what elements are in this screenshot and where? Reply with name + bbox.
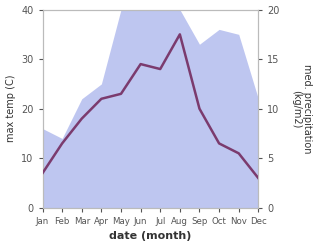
X-axis label: date (month): date (month) xyxy=(109,231,192,242)
Y-axis label: max temp (C): max temp (C) xyxy=(5,75,16,143)
Y-axis label: med. precipitation
(kg/m2): med. precipitation (kg/m2) xyxy=(291,64,313,153)
